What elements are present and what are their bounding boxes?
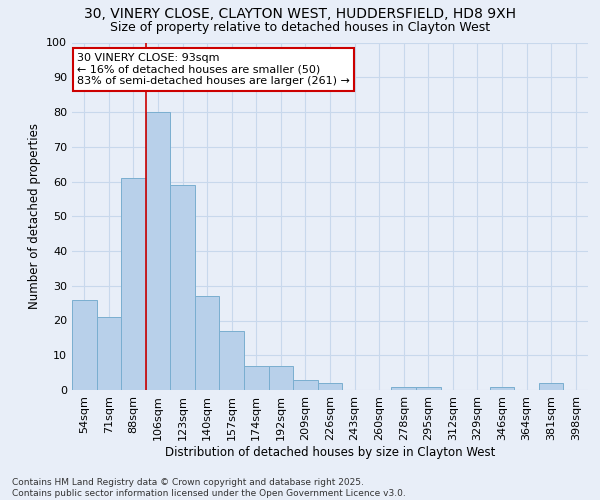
Y-axis label: Number of detached properties: Number of detached properties: [28, 123, 41, 309]
Bar: [391, 386, 416, 390]
X-axis label: Distribution of detached houses by size in Clayton West: Distribution of detached houses by size …: [165, 446, 495, 458]
Bar: [170, 185, 195, 390]
Text: Size of property relative to detached houses in Clayton West: Size of property relative to detached ho…: [110, 21, 490, 34]
Bar: [220, 331, 244, 390]
Bar: [318, 383, 342, 390]
Bar: [121, 178, 146, 390]
Bar: [490, 386, 514, 390]
Bar: [416, 386, 440, 390]
Bar: [97, 317, 121, 390]
Bar: [293, 380, 318, 390]
Bar: [195, 296, 220, 390]
Text: 30 VINERY CLOSE: 93sqm
← 16% of detached houses are smaller (50)
83% of semi-det: 30 VINERY CLOSE: 93sqm ← 16% of detached…: [77, 53, 350, 86]
Text: 30, VINERY CLOSE, CLAYTON WEST, HUDDERSFIELD, HD8 9XH: 30, VINERY CLOSE, CLAYTON WEST, HUDDERSF…: [84, 8, 516, 22]
Bar: [269, 366, 293, 390]
Bar: [539, 383, 563, 390]
Text: Contains HM Land Registry data © Crown copyright and database right 2025.
Contai: Contains HM Land Registry data © Crown c…: [12, 478, 406, 498]
Bar: [72, 300, 97, 390]
Bar: [146, 112, 170, 390]
Bar: [244, 366, 269, 390]
